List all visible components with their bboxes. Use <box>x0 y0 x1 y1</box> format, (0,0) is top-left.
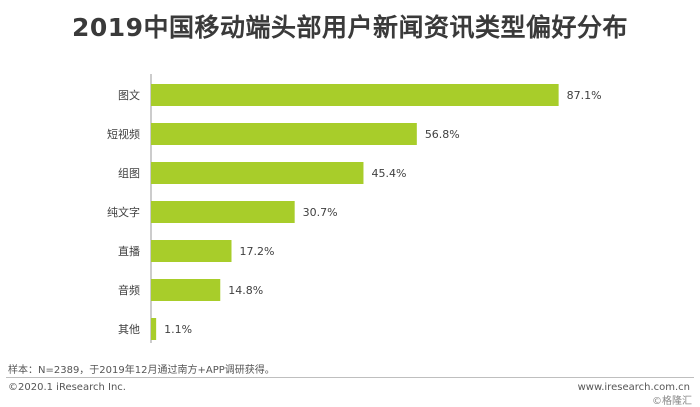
bar-4 <box>151 240 232 262</box>
copyright-text: ©2020.1 iResearch Inc. <box>8 382 126 393</box>
category-label-2: 组图 <box>118 166 140 180</box>
sample-note: 样本：N=2389，于2019年12月通过南方+APP调研获得。 <box>8 365 275 376</box>
value-label-0: 87.1% <box>567 89 602 102</box>
value-label-3: 30.7% <box>303 206 338 219</box>
value-label-1: 56.8% <box>425 128 460 141</box>
category-label-5: 音频 <box>118 283 140 297</box>
bar-0 <box>151 84 559 106</box>
bar-chart: 图文 87.1% 短视频 56.8% 组图 45.4% 纯文字 30.7% 直播 17.2% 音频 1… <box>107 74 602 343</box>
website-link[interactable]: www.iresearch.com.cn <box>577 382 690 393</box>
bar-6 <box>151 318 157 340</box>
category-label-6: 其他 <box>118 323 140 336</box>
value-label-2: 45.4% <box>371 167 406 180</box>
bar-1 <box>151 123 417 145</box>
watermark-text: ©格隆汇 <box>652 396 692 407</box>
footer-divider <box>6 377 694 378</box>
bar-3 <box>151 201 295 223</box>
category-label-4: 直播 <box>118 244 140 258</box>
bar-2 <box>151 162 364 184</box>
value-label-4: 17.2% <box>239 245 274 258</box>
category-label-0: 图文 <box>118 88 140 102</box>
value-label-6: 1.1% <box>164 323 192 336</box>
category-label-1: 短视频 <box>107 127 140 141</box>
chart-title: 2019中国移动端头部用户新闻资讯类型偏好分布 <box>71 13 629 42</box>
category-label-3: 纯文字 <box>107 205 140 219</box>
bar-5 <box>151 279 221 301</box>
value-label-5: 14.8% <box>228 284 263 297</box>
